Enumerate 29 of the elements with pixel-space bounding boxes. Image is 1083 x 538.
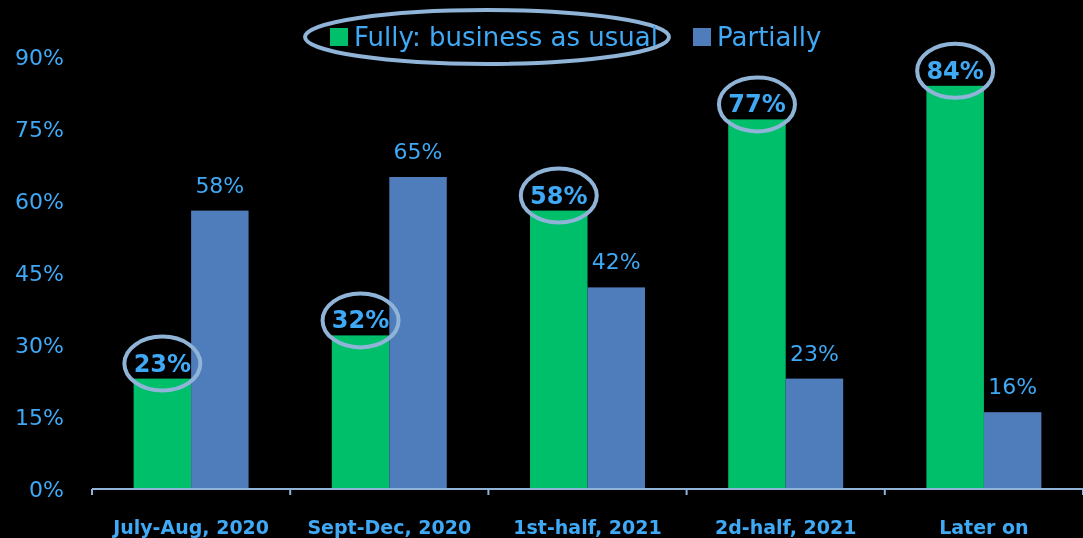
- legend-label: Fully: business as usual: [354, 22, 658, 52]
- data-label: 23%: [789, 340, 839, 366]
- data-label: 77%: [728, 90, 786, 119]
- data-label: 23%: [133, 349, 192, 378]
- bar: [191, 210, 249, 489]
- bar: [983, 412, 1042, 489]
- y-tick-label: 30%: [15, 332, 64, 358]
- data-label: 84%: [926, 56, 984, 85]
- data-label: 58%: [530, 181, 588, 210]
- bar: [587, 287, 645, 489]
- y-tick-label: 75%: [15, 116, 64, 142]
- y-tick-label: 60%: [15, 188, 64, 214]
- y-tick-label: 15%: [15, 404, 64, 430]
- bar: [785, 378, 844, 489]
- data-label: 65%: [393, 139, 443, 164]
- y-tick-label: 90%: [15, 44, 64, 70]
- y-tick-label: 0%: [29, 476, 64, 502]
- x-tick-label: 1st-half, 2021: [513, 516, 662, 538]
- data-label: 58%: [195, 172, 245, 198]
- legend-label: Partially: [717, 22, 822, 52]
- x-tick-label: 2d-half, 2021: [714, 516, 857, 538]
- bar: [389, 177, 447, 489]
- data-label: 16%: [988, 374, 1038, 400]
- x-tick-label: Sept-Dec, 2020: [307, 516, 472, 538]
- x-tick-label: July-Aug, 2020: [111, 516, 270, 538]
- data-label: 32%: [331, 306, 390, 335]
- x-tick-label: Later on: [939, 516, 1029, 538]
- data-label: 42%: [591, 249, 641, 275]
- y-tick-label: 45%: [15, 260, 64, 286]
